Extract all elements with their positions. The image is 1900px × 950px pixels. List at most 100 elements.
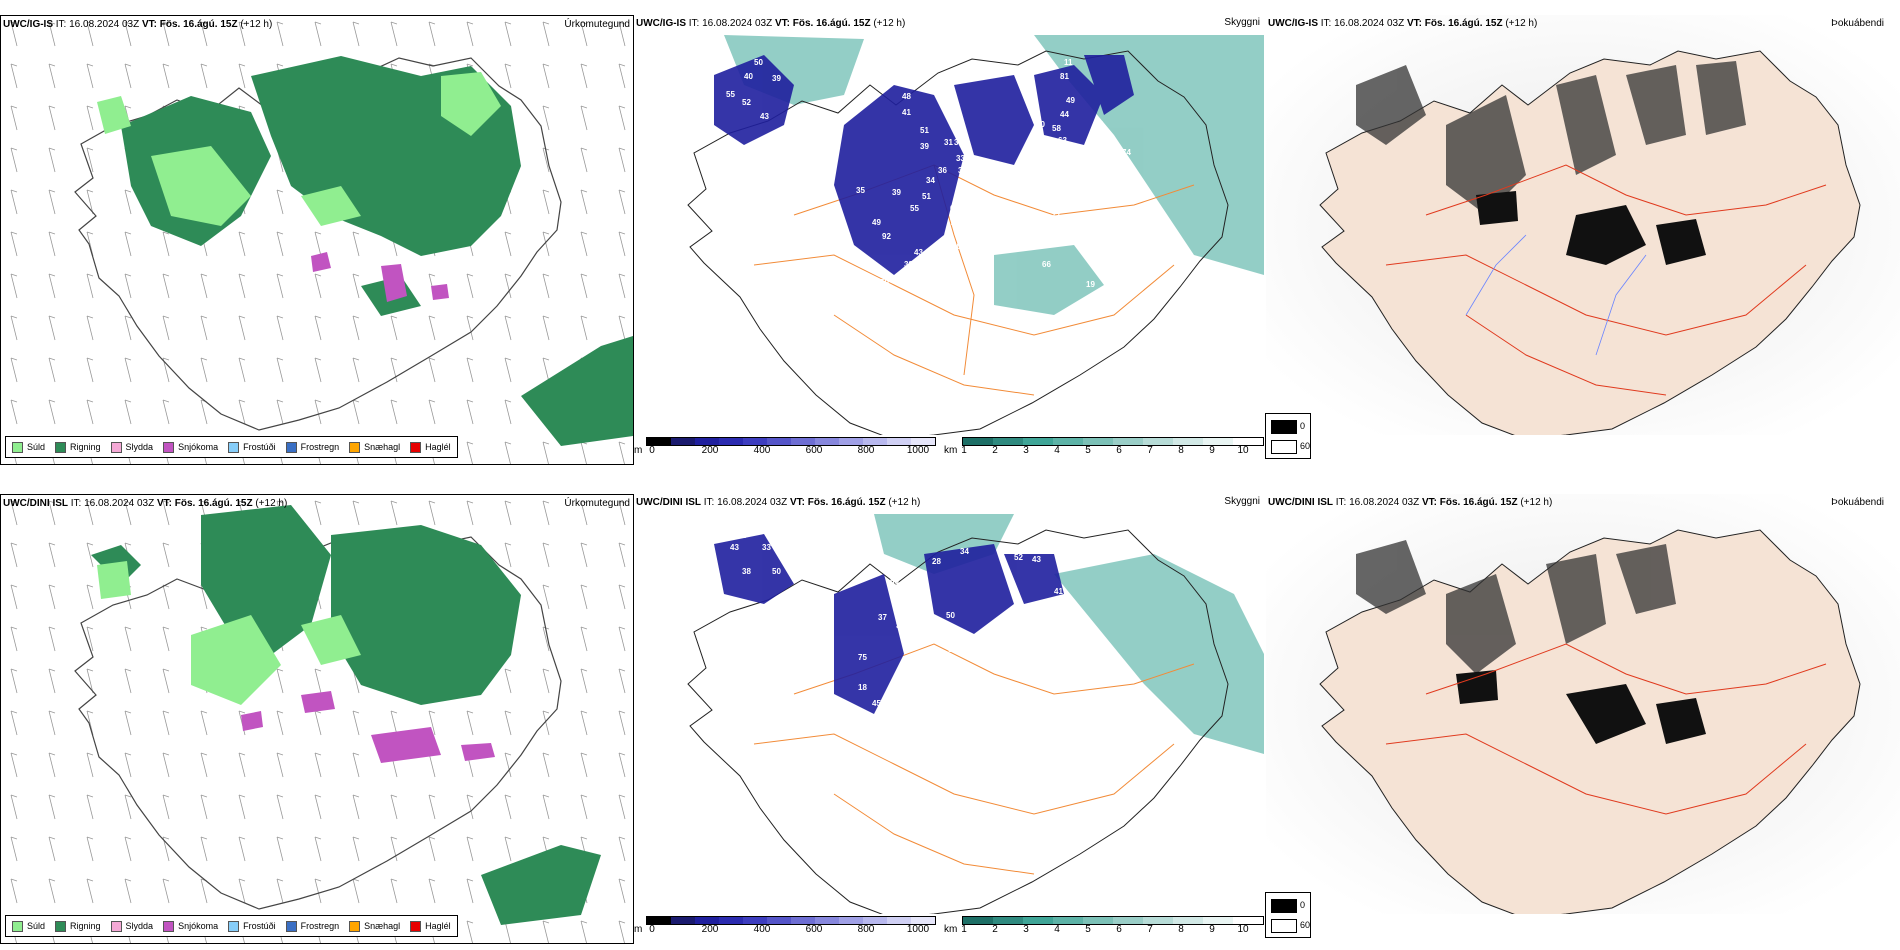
scale-cell xyxy=(719,438,743,445)
cloud-base-value: 63 xyxy=(1058,136,1067,145)
legend-snaehagl: Snæhagl xyxy=(349,920,400,932)
vt-label: VT: xyxy=(141,19,157,30)
scale-cell xyxy=(863,917,887,924)
cloud-base-value: 47 xyxy=(1094,120,1103,129)
legend-hagl: Haglél xyxy=(410,441,451,453)
cloud-base-value: 77 xyxy=(1052,210,1061,219)
cloud-base-value: 43 xyxy=(730,543,739,552)
cloud-visibility-map-dini: 36 43 33 38 50 43 67 59 46 28 34 52 43 41 33 38 50 37 39 96… xyxy=(634,494,1264,942)
iceland-outline xyxy=(74,57,562,431)
cloud-base-value: 74 xyxy=(1122,148,1131,157)
legend-sudl: Súld xyxy=(12,441,45,453)
iceland-outline xyxy=(74,536,562,910)
cloud-base-value: 39 xyxy=(772,74,781,83)
scale-cell xyxy=(767,438,791,445)
cloud-base-value: 49 xyxy=(872,218,881,227)
scale-cell xyxy=(1143,438,1173,445)
scale-cell xyxy=(911,438,935,445)
cloud-base-value: 51 xyxy=(920,126,929,135)
scale-cell xyxy=(1143,917,1173,924)
cloud-base-value: 38 xyxy=(934,619,943,628)
it-value: 16.08.2024 03Z xyxy=(69,19,140,30)
cloud-base-value: 15 xyxy=(1088,158,1097,167)
scale-cell xyxy=(1173,438,1203,445)
cloud-base-value: 35 xyxy=(856,186,865,195)
cloud-base-value: 43 xyxy=(1032,555,1041,564)
cloud-base-value: 50 xyxy=(772,567,781,576)
scale-cell xyxy=(1233,438,1263,445)
model-name: UWC/IG-IS xyxy=(3,19,53,30)
cloud-base-value: 50 xyxy=(712,242,721,251)
scale-cell xyxy=(839,438,863,445)
cloud-base-value: 78 xyxy=(950,218,959,227)
visibility-label: Skyggni xyxy=(1224,17,1260,28)
cloud-base-value: 136 xyxy=(960,717,974,726)
cloud-base-value: 49 xyxy=(1066,96,1075,105)
fog-scale: 0 60 xyxy=(1265,413,1311,459)
legend-frostudi: Frostúði xyxy=(228,441,276,453)
cloud-base-value: 43 xyxy=(914,248,923,257)
cloud-base-value: 31 xyxy=(944,138,953,147)
scale-cell xyxy=(791,438,815,445)
cloud-base-value: 36 xyxy=(738,531,747,540)
scale-cell xyxy=(1203,917,1233,924)
scale-cell xyxy=(815,917,839,924)
cloud-base-value: 33 xyxy=(918,611,927,620)
cloud-base-value: 62 xyxy=(712,128,721,137)
precip-type-map-dini: UWC/DINI ISL IT: 16.08.2024 03Z VT: Fös.… xyxy=(0,494,634,944)
legend-frostregn: Frostregn xyxy=(285,920,339,932)
cloud-base-value: 86 xyxy=(1032,665,1041,674)
cloud-base-value: 38 xyxy=(742,567,751,576)
cloud-base-value: 37 xyxy=(878,613,887,622)
scale-cell xyxy=(671,917,695,924)
cloud-base-value: 33 xyxy=(952,116,961,125)
precip-map-canvas xyxy=(1,16,633,464)
cloud-base-value: 43 xyxy=(806,118,815,127)
cloud-base-value: 44 xyxy=(1060,110,1069,119)
cloud-base-value: 61 xyxy=(904,745,913,754)
precip-type-label: Úrkomutegund xyxy=(564,19,630,30)
scale-cell xyxy=(719,917,743,924)
cloud-base-value: 51 xyxy=(922,192,931,201)
cloud-base-value: 55 xyxy=(930,284,939,293)
scale-cell xyxy=(1203,438,1233,445)
it-label: IT: xyxy=(55,19,67,30)
precip-map-canvas xyxy=(1,495,633,943)
cloud-base-value: 96 xyxy=(948,645,957,654)
cloud-base-value: 50 xyxy=(880,278,889,287)
scale-cell xyxy=(767,917,791,924)
cloud-base-value: 43 xyxy=(812,573,821,582)
legend-hagl: Haglél xyxy=(410,920,451,932)
scale-cell xyxy=(1053,438,1083,445)
cloud-base-value: 148 xyxy=(952,729,966,738)
fog-scale: 0 60 xyxy=(1265,892,1311,938)
scale-cell xyxy=(839,917,863,924)
cloud-base-value: 39 xyxy=(896,621,905,630)
cloud-base-value: 60 xyxy=(944,689,953,698)
scale-cell xyxy=(887,438,911,445)
cloud-base-value: 67 xyxy=(712,595,721,604)
scale-cell xyxy=(1173,917,1203,924)
cloud-base-value: 52 xyxy=(1014,553,1023,562)
cloud-base-value: 39 xyxy=(920,142,929,151)
cloud-base-value: 40 xyxy=(952,242,961,251)
scale-cell xyxy=(1023,438,1053,445)
cloud-base-value: 19 xyxy=(1038,731,1047,740)
scale-cell xyxy=(863,438,887,445)
scale-cell xyxy=(743,438,767,445)
cloud-base-value: 59 xyxy=(890,577,899,586)
fog-index-map-dini: UWC/DINI ISL IT: 16.08.2024 03Z VT: Fös.… xyxy=(1266,494,1900,942)
cloud-base-value: 41 xyxy=(902,108,911,117)
scale-cell xyxy=(1083,438,1113,445)
cloud-base-value: 86 xyxy=(996,723,1005,732)
scale-cell xyxy=(695,438,719,445)
cloud-base-scale: m 0 200 400 600 800 1000 xyxy=(634,437,936,457)
cloud-base-value: 58 xyxy=(1052,124,1061,133)
fog-index-map-igis: UWC/IG-IS IT: 16.08.2024 03Z VT: Fös. 16… xyxy=(1266,15,1900,463)
cloud-base-value: 28 xyxy=(932,557,941,566)
cloud-base-value: 45 xyxy=(872,699,881,708)
cloud-base-value: 34 xyxy=(926,176,935,185)
cloud-base-value: 139 xyxy=(948,665,962,674)
cloud-visibility-map-igis: 50 40 39 55 52 43 62 41 43 48 41 35 33 51 39 31 31 33 36 38… xyxy=(634,15,1264,463)
legend-snjokoma: Snjókoma xyxy=(163,920,218,932)
